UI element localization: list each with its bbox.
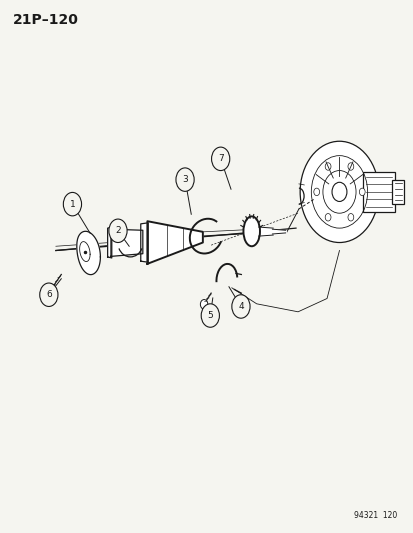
Circle shape — [313, 188, 319, 196]
Circle shape — [231, 295, 249, 318]
Circle shape — [325, 214, 330, 221]
Circle shape — [299, 141, 378, 243]
Text: 21P–120: 21P–120 — [13, 13, 79, 27]
Text: 2: 2 — [115, 227, 121, 235]
Circle shape — [109, 219, 127, 243]
Circle shape — [200, 300, 207, 309]
Circle shape — [211, 147, 229, 171]
Text: 7: 7 — [217, 155, 223, 163]
Text: 4: 4 — [237, 302, 243, 311]
Circle shape — [40, 283, 58, 306]
Text: 1: 1 — [69, 200, 75, 208]
Circle shape — [347, 163, 353, 170]
Ellipse shape — [243, 216, 259, 246]
Text: 94321  120: 94321 120 — [354, 511, 396, 520]
Circle shape — [358, 188, 364, 196]
Polygon shape — [147, 221, 202, 264]
Circle shape — [47, 284, 55, 295]
Circle shape — [325, 163, 330, 170]
Polygon shape — [140, 223, 148, 262]
Circle shape — [63, 192, 81, 216]
Polygon shape — [77, 231, 100, 274]
Bar — [363, 172, 394, 212]
Circle shape — [201, 304, 219, 327]
Polygon shape — [111, 229, 142, 256]
Polygon shape — [107, 227, 112, 258]
Text: 3: 3 — [182, 175, 188, 184]
Circle shape — [347, 214, 353, 221]
Circle shape — [331, 182, 346, 201]
Text: 5: 5 — [207, 311, 213, 320]
Circle shape — [176, 168, 194, 191]
Text: 6: 6 — [46, 290, 52, 299]
Bar — [392, 180, 403, 204]
